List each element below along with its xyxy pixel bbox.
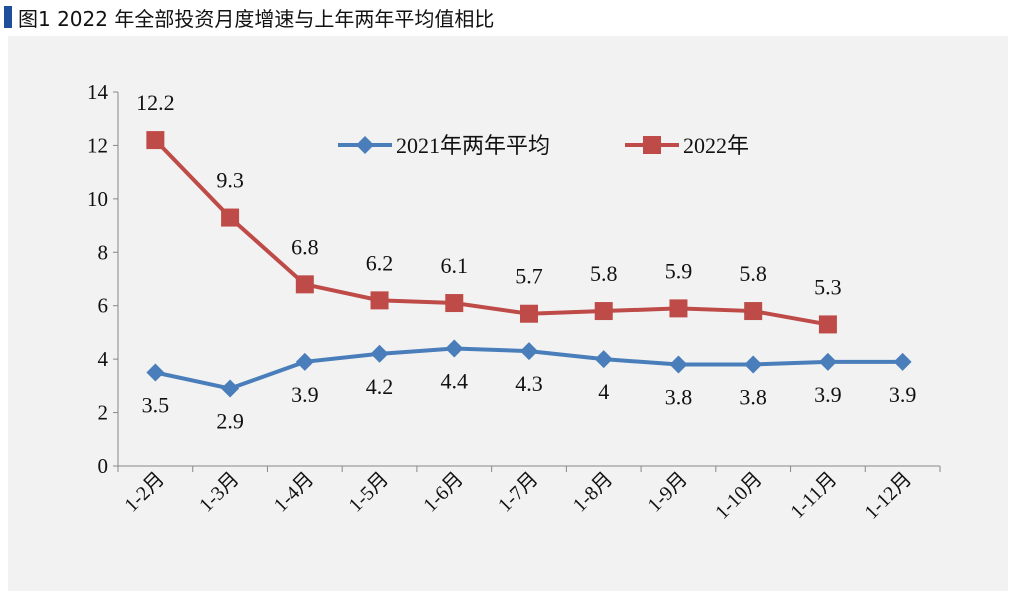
y-tick-label: 8 bbox=[98, 240, 109, 264]
data-label: 4.3 bbox=[515, 371, 543, 396]
x-tick-label: 1-2月 bbox=[120, 468, 169, 517]
data-label: 3.9 bbox=[889, 382, 917, 407]
data-point-diamond bbox=[818, 352, 837, 371]
data-label: 9.3 bbox=[216, 168, 244, 193]
x-tick-label: 1-9月 bbox=[643, 468, 692, 517]
data-point-square bbox=[818, 315, 837, 334]
x-tick-label: 1-5月 bbox=[345, 468, 394, 517]
data-point-diamond bbox=[669, 355, 688, 374]
series-line-1 bbox=[153, 138, 829, 327]
y-tick-label: 0 bbox=[98, 454, 109, 478]
data-point-diamond bbox=[744, 355, 763, 374]
data-label: 5.9 bbox=[665, 258, 693, 283]
data-label: 12.2 bbox=[136, 90, 175, 115]
data-point-diamond bbox=[594, 350, 613, 369]
title-bar: 图1 2022 年全部投资月度增速与上年两年平均值相比 bbox=[4, 4, 495, 31]
data-label: 5.8 bbox=[739, 261, 767, 286]
data-label: 5.8 bbox=[590, 261, 618, 286]
data-label: 4 bbox=[598, 379, 609, 404]
x-tick-label: 1-3月 bbox=[195, 468, 244, 517]
x-tick-label: 1-11月 bbox=[786, 468, 841, 523]
y-tick-label: 14 bbox=[87, 80, 109, 104]
legend-marker-square bbox=[643, 136, 661, 154]
data-label: 3.9 bbox=[814, 382, 842, 407]
y-tick-label: 12 bbox=[87, 133, 108, 157]
data-label: 6.1 bbox=[441, 253, 469, 278]
data-label: 5.7 bbox=[515, 264, 543, 289]
data-point-diamond bbox=[295, 352, 314, 371]
y-tick-label: 6 bbox=[98, 294, 109, 318]
data-point-square bbox=[295, 275, 314, 294]
chart-panel bbox=[8, 36, 1008, 591]
y-tick-label: 10 bbox=[87, 187, 108, 211]
data-point-square bbox=[221, 208, 240, 227]
y-tick-label: 4 bbox=[98, 347, 109, 371]
y-tick-label: 2 bbox=[98, 401, 109, 425]
data-point-diamond bbox=[370, 344, 389, 363]
data-label: 6.2 bbox=[366, 250, 394, 275]
data-label: 3.8 bbox=[665, 384, 693, 409]
data-point-diamond bbox=[445, 339, 464, 358]
legend-marker-diamond bbox=[356, 136, 374, 154]
x-tick-label: 1-10月 bbox=[711, 468, 767, 524]
data-label: 5.3 bbox=[814, 274, 842, 299]
data-point-square bbox=[146, 131, 165, 150]
data-label: 3.8 bbox=[739, 384, 767, 409]
x-tick-label: 1-7月 bbox=[494, 468, 543, 517]
data-point-square bbox=[370, 291, 389, 310]
data-point-diamond bbox=[146, 363, 165, 382]
title-marker bbox=[4, 6, 12, 28]
data-label: 6.8 bbox=[291, 234, 319, 259]
data-label: 2.9 bbox=[216, 409, 244, 434]
data-label: 4.4 bbox=[441, 368, 469, 393]
data-point-square bbox=[744, 302, 763, 321]
data-label: 3.9 bbox=[291, 382, 319, 407]
legend-label: 2021年两年平均 bbox=[396, 133, 550, 158]
data-point-diamond bbox=[893, 352, 912, 371]
x-tick-label: 1-12月 bbox=[861, 468, 917, 524]
data-point-square bbox=[594, 302, 613, 321]
chart-title: 图1 2022 年全部投资月度增速与上年两年平均值相比 bbox=[18, 6, 495, 31]
x-tick-label: 1-8月 bbox=[569, 468, 618, 517]
data-point-square bbox=[445, 294, 464, 313]
x-tick-label: 1-6月 bbox=[419, 468, 468, 517]
data-label: 3.5 bbox=[142, 393, 170, 418]
x-tick-label: 1-4月 bbox=[270, 468, 319, 517]
data-label: 4.2 bbox=[366, 374, 394, 399]
data-point-square bbox=[669, 299, 688, 318]
data-point-diamond bbox=[520, 342, 538, 361]
data-point-square bbox=[520, 304, 538, 323]
legend-label: 2022年 bbox=[683, 133, 749, 158]
data-point-diamond bbox=[221, 379, 240, 398]
